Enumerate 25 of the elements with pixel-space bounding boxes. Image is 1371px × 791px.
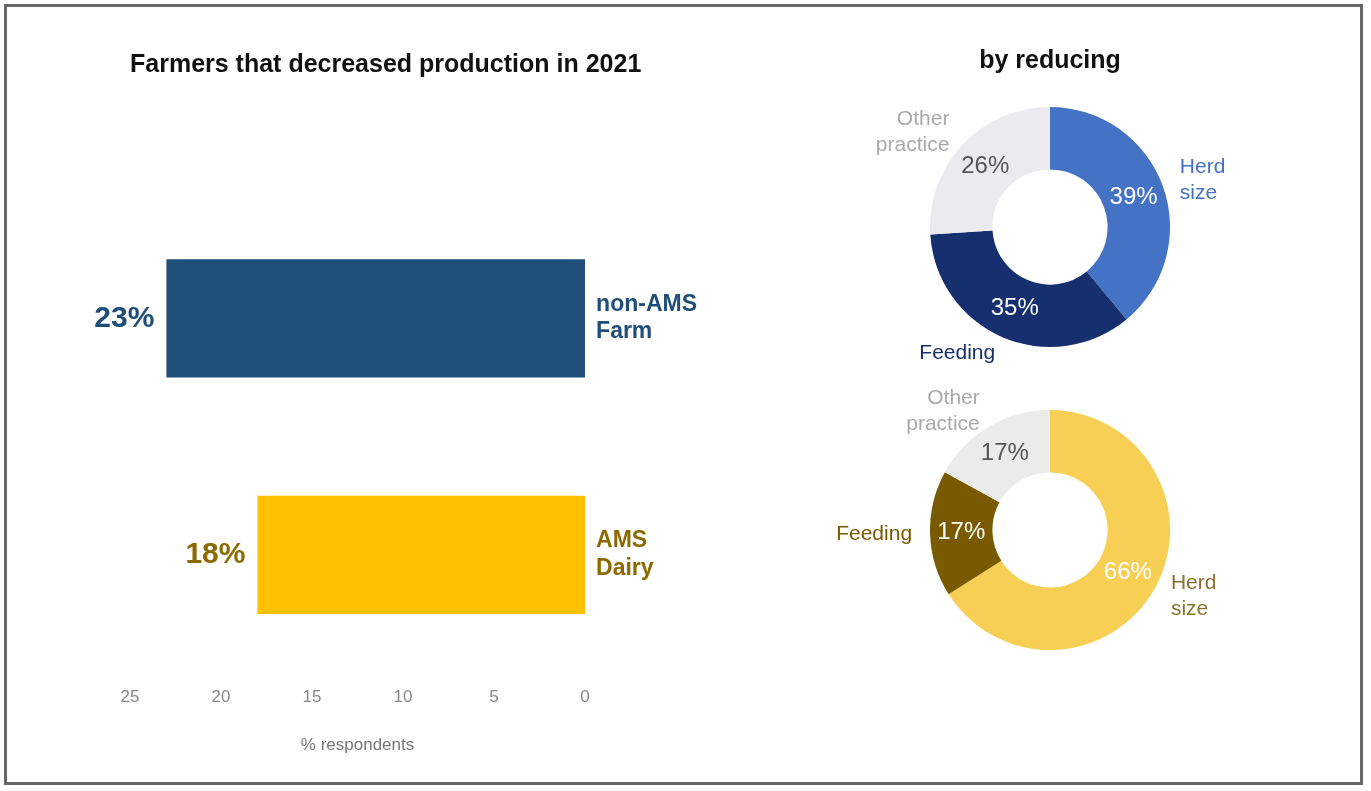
slice-label: Other practice — [906, 385, 980, 435]
x-tick-label: 20 — [211, 687, 231, 707]
data-label: 23% — [94, 299, 155, 333]
data-label: 66% — [1103, 557, 1152, 585]
x-tick-label: 25 — [120, 687, 140, 707]
data-label: 17% — [937, 517, 986, 545]
x-tick-label: 10 — [393, 687, 413, 707]
x-tick-label: 15 — [302, 687, 322, 707]
data-label: 39% — [1109, 181, 1158, 209]
chart-title: by reducing — [979, 44, 1121, 73]
slice-label: Other practice — [875, 106, 950, 156]
slice-label: Herd size — [1170, 570, 1217, 620]
chart-title: Farmers that decreased production in 2021 — [130, 48, 642, 77]
data-label: 17% — [980, 438, 1029, 466]
x-tick-label: 0 — [580, 687, 590, 707]
data-label: 35% — [990, 293, 1039, 321]
data-label: 26% — [961, 150, 1010, 178]
data-label: 18% — [185, 536, 246, 570]
slice-label: Feeding — [919, 340, 996, 364]
slice-label: Herd size — [1179, 154, 1226, 204]
y-tick-label: AMS Dairy — [596, 526, 654, 581]
x-axis-title: % respondents — [300, 735, 415, 755]
x-tick-label: 5 — [489, 687, 499, 707]
y-tick-label: non-AMS Farm — [596, 289, 697, 344]
slice-label: Feeding — [836, 521, 913, 545]
